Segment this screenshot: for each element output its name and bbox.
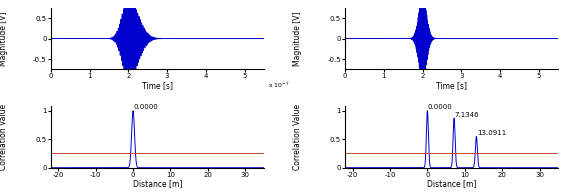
Text: 7.1346: 7.1346	[455, 112, 479, 118]
X-axis label: Distance [m]: Distance [m]	[427, 179, 477, 188]
X-axis label: Time [s]: Time [s]	[436, 81, 467, 90]
Text: x 10$^{-7}$: x 10$^{-7}$	[268, 80, 290, 90]
X-axis label: Time [s]: Time [s]	[142, 81, 173, 90]
Y-axis label: Correlation Value: Correlation Value	[293, 104, 302, 170]
Text: 0.0000: 0.0000	[134, 104, 158, 110]
Y-axis label: Correlation Value: Correlation Value	[0, 104, 8, 170]
Y-axis label: Magnitude [V]: Magnitude [V]	[293, 11, 302, 66]
Text: 13.0911: 13.0911	[477, 130, 506, 136]
X-axis label: Distance [m]: Distance [m]	[133, 179, 182, 188]
Text: 0.0000: 0.0000	[428, 104, 452, 110]
Text: x 10$^{-7}$: x 10$^{-7}$	[563, 80, 564, 90]
Y-axis label: Magnitude [V]: Magnitude [V]	[0, 11, 8, 66]
